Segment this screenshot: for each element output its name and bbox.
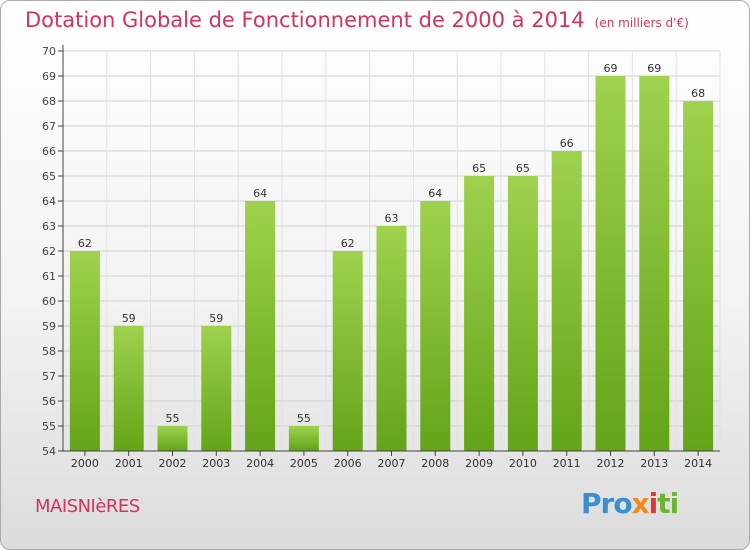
bar-value-label: 66 — [560, 137, 574, 150]
y-tick-label: 54 — [42, 445, 56, 458]
bar-value-label: 64 — [428, 187, 442, 200]
x-tick-label: 2004 — [246, 457, 274, 470]
logo-part-3: i — [648, 487, 659, 520]
bar[interactable] — [507, 176, 538, 451]
y-tick-label: 57 — [42, 370, 56, 383]
chart-unit-label: (en milliers d'€) — [594, 16, 689, 30]
x-tick-label: 2014 — [684, 457, 712, 470]
logo-part-1: Pro — [581, 487, 633, 520]
bar[interactable] — [595, 76, 626, 451]
y-tick-label: 62 — [42, 245, 56, 258]
x-tick-label: 2001 — [115, 457, 143, 470]
x-tick-label: 2007 — [378, 457, 406, 470]
bar[interactable] — [113, 326, 144, 451]
y-tick-label: 56 — [42, 395, 56, 408]
y-tick-label: 65 — [42, 170, 56, 183]
bar-value-label: 69 — [647, 62, 661, 75]
bar-value-label: 55 — [166, 412, 180, 425]
bar[interactable] — [376, 226, 407, 451]
x-tick-label: 2008 — [421, 457, 449, 470]
y-tick-label: 64 — [42, 195, 56, 208]
bar[interactable] — [157, 426, 188, 451]
bar-value-label: 68 — [691, 87, 705, 100]
bar-value-label: 62 — [78, 237, 92, 250]
bar[interactable] — [69, 251, 100, 451]
bar-value-label: 69 — [604, 62, 618, 75]
bar-value-label: 65 — [516, 162, 530, 175]
y-tick-label: 63 — [42, 220, 56, 233]
y-tick-label: 67 — [42, 120, 56, 133]
bar[interactable] — [288, 426, 319, 451]
y-tick-label: 69 — [42, 70, 56, 83]
y-tick-label: 59 — [42, 320, 56, 333]
bar[interactable] — [420, 201, 451, 451]
bar-value-label: 64 — [253, 187, 267, 200]
chart-title: Dotation Globale de Fonctionnement de 20… — [25, 8, 689, 32]
bar[interactable] — [551, 151, 582, 451]
bar-value-label: 62 — [341, 237, 355, 250]
y-tick-label: 60 — [42, 295, 56, 308]
x-tick-label: 2009 — [465, 457, 493, 470]
x-tick-label: 2010 — [509, 457, 537, 470]
x-tick-label: 2000 — [71, 457, 99, 470]
bar[interactable] — [639, 76, 670, 451]
bar-value-label: 55 — [297, 412, 311, 425]
x-tick-label: 2005 — [290, 457, 318, 470]
x-tick-label: 2011 — [553, 457, 581, 470]
y-tick-label: 58 — [42, 345, 56, 358]
axes: 54 55 56 57 58 59 60 61 62 63 64 65 66 67 68 69 70 2000 20… — [42, 45, 720, 470]
x-tick-label: 2006 — [334, 457, 362, 470]
bar-value-label: 59 — [122, 312, 136, 325]
y-tick-label: 55 — [42, 420, 56, 433]
y-tick-label: 61 — [42, 270, 56, 283]
chart-title-text: Dotation Globale de Fonctionnement de 20… — [25, 8, 585, 32]
bar-value-label: 59 — [209, 312, 223, 325]
bar[interactable] — [332, 251, 363, 451]
y-tick-label: 70 — [42, 45, 56, 58]
bar[interactable] — [464, 176, 495, 451]
proxiti-logo[interactable]: Proxiti — [581, 487, 679, 520]
bars: 62 59 55 59 64 55 62 63 64 65 65 66 69 69 68 — [69, 62, 714, 451]
bar[interactable] — [245, 201, 276, 451]
bar-value-label: 65 — [472, 162, 486, 175]
x-tick-label: 2002 — [159, 457, 187, 470]
bar[interactable] — [201, 326, 232, 451]
logo-part-4: ti — [657, 487, 679, 520]
x-tick-label: 2013 — [640, 457, 668, 470]
bar[interactable] — [683, 101, 714, 451]
commune-name: MAISNIèRES — [35, 496, 140, 517]
logo-part-2: x — [631, 487, 650, 520]
x-tick-label: 2012 — [597, 457, 625, 470]
bar-value-label: 63 — [385, 212, 399, 225]
y-tick-label: 68 — [42, 95, 56, 108]
y-tick-label: 66 — [42, 145, 56, 158]
x-tick-label: 2003 — [202, 457, 230, 470]
